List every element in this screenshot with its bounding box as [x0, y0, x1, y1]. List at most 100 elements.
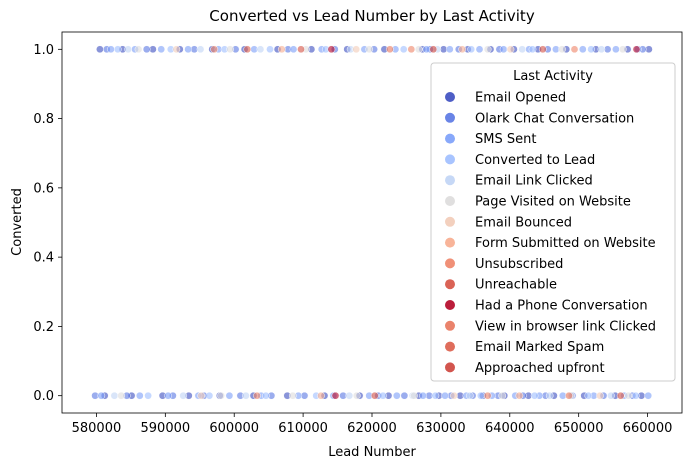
y-tick-label: 0.4: [33, 251, 54, 266]
legend-marker: [445, 154, 455, 165]
data-point: [172, 45, 181, 54]
data-point: [612, 45, 620, 54]
legend-title: Last Activity: [513, 69, 593, 84]
data-point: [134, 45, 143, 54]
data-point: [565, 391, 573, 400]
legend-label: Email Link Clicked: [475, 174, 593, 189]
chart-title: Converted vs Lead Number by Last Activit…: [209, 7, 535, 25]
data-point: [277, 45, 286, 54]
legend-label: Email Marked Spam: [475, 340, 604, 355]
data-point: [243, 45, 252, 54]
legend-label: Olark Chat Conversation: [475, 111, 634, 126]
data-point: [164, 391, 172, 400]
data-point: [288, 391, 297, 400]
data-point: [110, 391, 119, 400]
legend-label: SMS Sent: [475, 132, 536, 147]
data-point: [386, 45, 394, 54]
x-tick-label: 660000: [623, 421, 673, 436]
data-point: [399, 45, 408, 54]
data-point: [96, 45, 104, 54]
data-point: [632, 45, 641, 54]
x-tick-label: 650000: [554, 421, 604, 436]
data-point: [506, 45, 515, 54]
data-point: [597, 45, 606, 54]
legend-label: Unreachable: [475, 278, 557, 293]
y-tick-label: 0.2: [33, 320, 54, 335]
data-point: [618, 45, 627, 54]
data-point: [317, 391, 325, 400]
x-tick-label: 620000: [347, 421, 397, 436]
legend-marker: [445, 175, 455, 186]
legend-marker: [445, 216, 455, 227]
data-point: [117, 391, 126, 400]
data-point: [327, 45, 336, 54]
legend-label: Had a Phone Conversation: [475, 299, 648, 314]
data-point: [352, 45, 361, 54]
legend-marker: [445, 237, 455, 248]
data-point: [217, 391, 225, 400]
y-axis: 0.0 0.2 0.4 0.6 0.8 1.0: [33, 43, 62, 404]
data-point: [142, 45, 151, 54]
data-point: [210, 45, 219, 54]
x-tick-label: 580000: [72, 421, 122, 436]
legend-marker: [445, 341, 455, 352]
data-point: [528, 45, 537, 54]
data-point: [197, 391, 206, 400]
legend-frame: [430, 62, 676, 382]
x-tick-label: 640000: [485, 421, 535, 436]
legend-label: Converted to Lead: [475, 153, 595, 168]
data-point: [370, 391, 379, 400]
data-point: [483, 391, 492, 400]
legend-label: Form Submitted on Website: [475, 236, 656, 251]
data-point: [558, 45, 566, 54]
data-point: [135, 391, 144, 400]
data-point: [365, 45, 374, 54]
data-point: [578, 45, 587, 54]
data-point: [297, 45, 305, 54]
data-point: [196, 45, 205, 54]
data-point: [515, 391, 524, 400]
x-axis-label: Lead Number: [328, 445, 416, 460]
data-point: [392, 391, 401, 400]
data-point: [407, 45, 416, 54]
data-point: [414, 45, 423, 54]
data-point: [518, 45, 527, 54]
data-point: [253, 391, 261, 400]
legend-items: Email Opened Olark Chat Conversation SMS S…: [445, 91, 656, 376]
data-point: [157, 45, 166, 54]
data-point: [596, 391, 604, 400]
data-point: [467, 45, 476, 54]
data-point: [545, 391, 554, 400]
legend-marker: [445, 300, 455, 310]
data-point: [431, 391, 440, 400]
data-point: [422, 45, 431, 54]
legend-label: Unsubscribed: [475, 257, 563, 272]
data-point: [400, 391, 409, 400]
data-point: [289, 45, 298, 54]
data-point: [616, 391, 625, 400]
data-point: [242, 391, 250, 400]
data-point: [607, 391, 615, 400]
data-point: [262, 391, 270, 400]
x-tick-label: 610000: [278, 421, 328, 436]
data-point: [352, 391, 361, 400]
legend-marker: [445, 112, 455, 123]
legend-label: Approached upfront: [475, 361, 605, 376]
data-point: [483, 45, 492, 54]
data-point: [429, 45, 438, 54]
legend-label: Email Opened: [475, 91, 566, 106]
data-point: [476, 391, 485, 400]
data-point: [226, 45, 234, 54]
data-point: [144, 391, 152, 400]
x-tick-label: 590000: [141, 421, 191, 436]
data-point: [450, 391, 458, 400]
data-point: [345, 391, 354, 400]
data-point: [498, 391, 507, 400]
legend-marker: [445, 258, 455, 269]
data-point: [113, 45, 122, 54]
points-layer: [91, 45, 653, 400]
legend-label: View in browser link Clicked: [475, 319, 656, 334]
legend-marker: [445, 92, 455, 102]
